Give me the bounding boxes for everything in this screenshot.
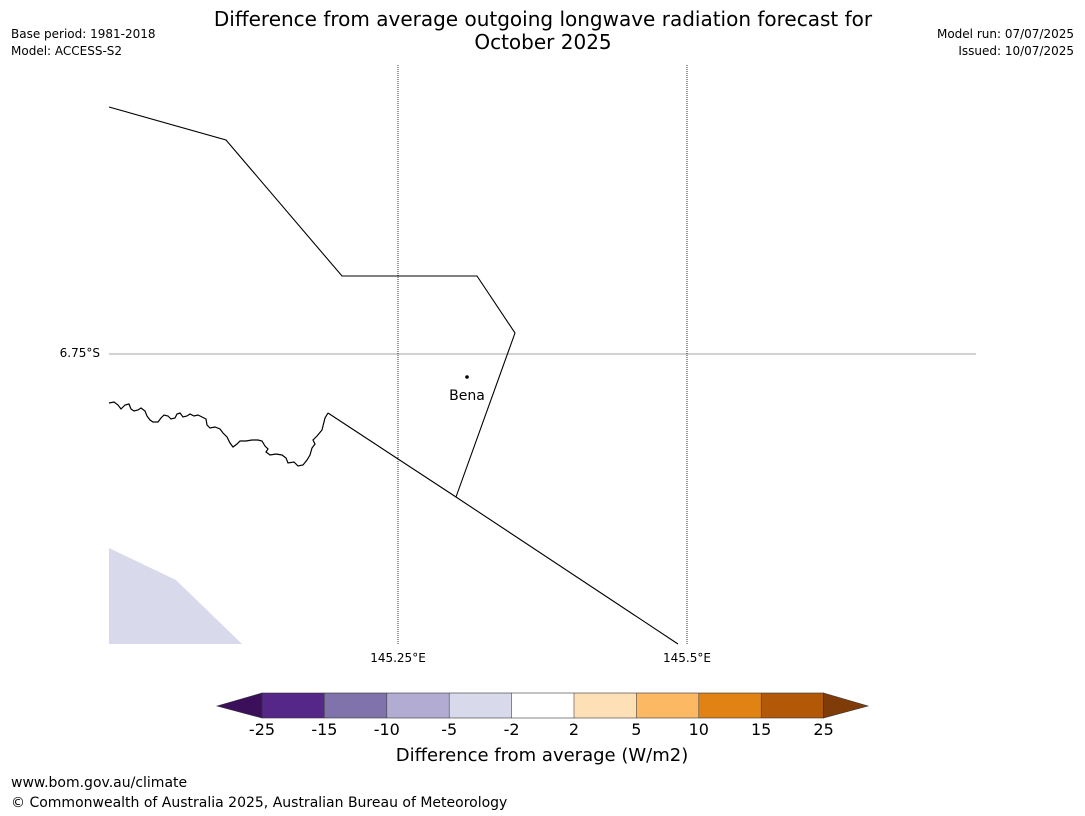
header-left-info: Base period: 1981-2018 Model: ACCESS-S2 (11, 26, 156, 60)
colorbar-tick-label: 5 (631, 720, 642, 739)
colorbar-tick-label: -2 (503, 720, 520, 739)
lon-label-145-5: 145.5°E (663, 651, 711, 665)
bena-marker (465, 375, 469, 379)
colorbar-bin (761, 693, 824, 718)
lon-label-145-25: 145.25°E (370, 651, 426, 665)
colorbar-tick-label: -15 (311, 720, 338, 739)
colorbar-bin (511, 693, 574, 718)
header-right-info: Model run: 07/07/2025 Issued: 10/07/2025 (937, 26, 1074, 60)
colorbar-title: Difference from average (W/m2) (395, 745, 689, 766)
colorbar-tick-label: 10 (688, 720, 709, 739)
colorbar-bin (262, 693, 325, 718)
province-boundary-north (108, 106, 516, 498)
colorbar-tick-label: 2 (568, 720, 580, 739)
lat-label: 6.75°S (59, 346, 100, 360)
colorbar-bin (386, 693, 450, 718)
place-label-bena: Bena (449, 388, 485, 404)
map-title: Difference from average outgoing longwav… (213, 7, 873, 54)
colorbar-bin (574, 693, 637, 718)
model-text: Model: ACCESS-S2 (11, 44, 123, 58)
model-run-text: Model run: 07/07/2025 (936, 27, 1074, 41)
issued-text: Issued: 10/07/2025 (958, 44, 1074, 58)
colorbar-under-triangle (215, 692, 263, 719)
colorbar-tick-label: -10 (373, 720, 400, 739)
base-period-text: Base period: 1981-2018 (11, 27, 156, 41)
footer-copyright: © Commonwealth of Australia 2025, Austra… (11, 795, 508, 811)
colorbar-tick-label: 15 (751, 720, 772, 739)
river-boundary (108, 401, 329, 467)
colorbar-over-triangle (823, 692, 870, 719)
colorbar-tick-label: -25 (248, 720, 276, 739)
colorbar-bin (449, 693, 512, 718)
colorbar-bin (636, 693, 699, 718)
province-boundary-south (327, 412, 679, 645)
anomaly-shaded-region (109, 548, 242, 644)
colorbar-bin (324, 693, 387, 718)
colorbar-tick-label: -5 (441, 720, 458, 739)
footer-url-link[interactable]: www.bom.gov.au/climate (11, 775, 188, 791)
colorbar (215, 692, 870, 719)
colorbar-bin (698, 693, 762, 718)
colorbar-tick-label: 25 (813, 720, 834, 739)
